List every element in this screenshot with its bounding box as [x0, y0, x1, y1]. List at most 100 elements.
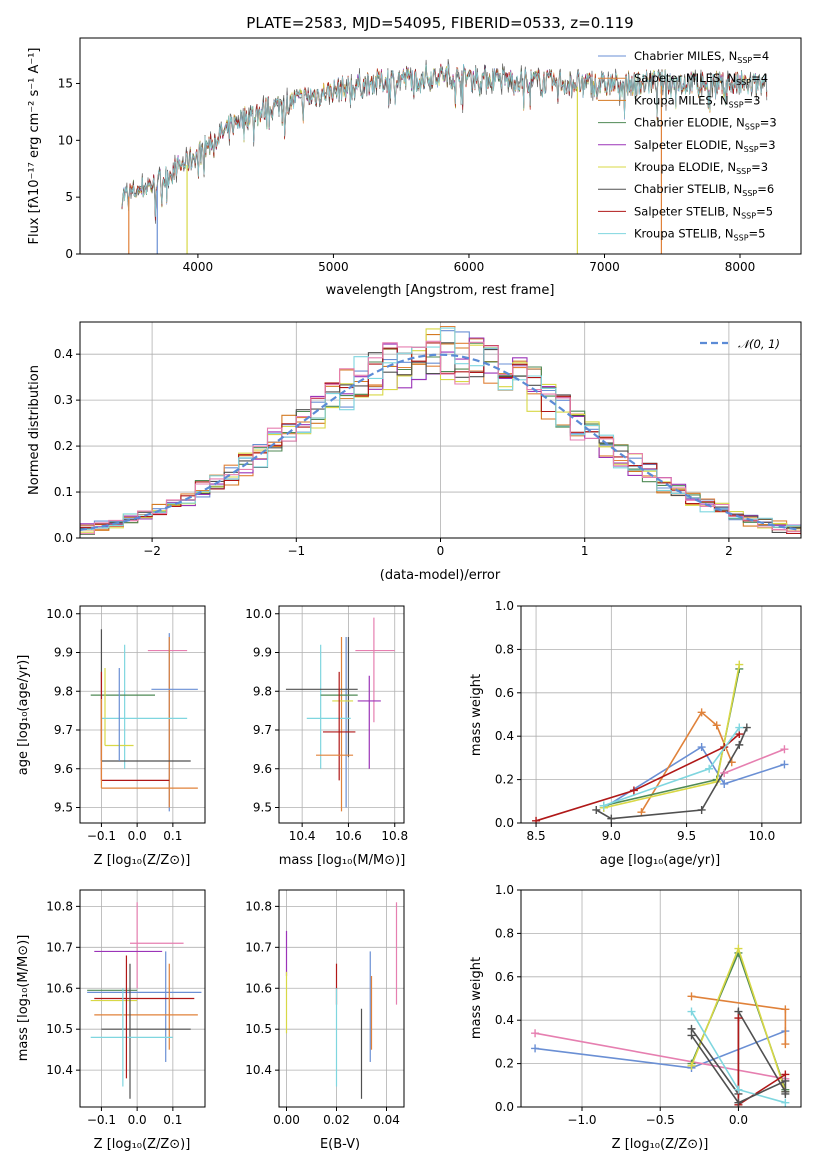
wAge-point-marker [735, 723, 744, 732]
spectrum-xtick-label: 8000 [725, 260, 756, 274]
residuals-frame [79, 321, 802, 539]
ageM-ytick-label: 10.0 [245, 607, 272, 621]
wAge-point-marker [637, 808, 646, 817]
mass-vs-z-panel: Z [log₁₀(Z/Z⊙)] mass [log₁₀(M/M⊙)] −0.1 0… [16, 889, 206, 1152]
residuals-ytick-label: 0.1 [54, 485, 73, 499]
wAge-xtick-label: 9.5 [677, 829, 696, 843]
wZ-series-line [534, 1032, 786, 1080]
legend-label-tail: =5 [756, 204, 773, 218]
mass-vs-ebv-panel: E(B-V) 0.00 0.02 0.04 10.4 10.5 10.6 10.7 10.8 [245, 889, 405, 1152]
wAge-ytick-label: 0.8 [495, 642, 514, 656]
legend-label-main: Salpeter STELIB, N [634, 204, 741, 218]
mE-ytick-label: 10.5 [245, 1022, 272, 1036]
mZ-xtick-label: 0.0 [128, 1113, 147, 1127]
wAge-point-marker [607, 814, 616, 823]
mZ-ytick-label: 10.7 [46, 940, 73, 954]
residuals-xtick-label: −2 [143, 544, 161, 558]
ageM-ytick-label: 9.6 [253, 762, 272, 776]
residuals-ytick-label: 0.2 [54, 439, 73, 453]
wZ-point-marker [781, 1098, 790, 1107]
legend-label-tail: =5 [749, 227, 766, 241]
residuals-xtick-label: 0 [437, 544, 445, 558]
ageM-ytick-label: 9.7 [253, 723, 272, 737]
ageZ-plot-area [90, 629, 198, 812]
residuals-xtick-label: −1 [287, 544, 305, 558]
wAge-series-line [603, 745, 785, 809]
wZ-point-marker [531, 1044, 540, 1053]
legend-label-tail: =3 [744, 93, 761, 107]
legend-label-sub: SSP [736, 78, 751, 87]
age-vs-z-ylabel: age [log₁₀(age/yr)] [16, 655, 31, 776]
wAge-point-marker [697, 708, 706, 717]
legend-label-6: Chabrier STELIB, NSSP=6 [634, 182, 774, 198]
legend-label-main: Kroupa STELIB, N [634, 227, 734, 241]
wZ-plot-area [531, 944, 790, 1107]
spectrum-xtick-label: 4000 [183, 260, 214, 274]
spectrum-series-line [121, 64, 768, 217]
age-vs-mass-panel: mass [log₁₀(M/M⊙)] 10.4 10.6 10.8 9.5 9.6 9.7… [245, 605, 408, 868]
legend-label-tail: =3 [759, 138, 776, 152]
legend-label-4: Salpeter ELODIE, NSSP=3 [634, 138, 776, 154]
spectrum-panel: PLATE=2583, MJD=54095, FIBERID=0533, z=0… [27, 14, 802, 298]
mass-vs-z-ylabel: mass [log₁₀(M/M⊙)] [16, 935, 31, 1062]
legend-label-5: Kroupa ELODIE, NSSP=3 [634, 160, 768, 176]
wAge-point-marker [592, 805, 601, 814]
residuals-ytick-label: 0.4 [54, 347, 73, 361]
wZ-xtick-label: −1.0 [567, 1113, 596, 1127]
legend-label-main: Chabrier STELIB, N [634, 182, 742, 196]
legend-label-sub: SSP [744, 145, 759, 154]
wAge-ytick-label: 0.6 [495, 686, 514, 700]
spectrum-xlabel: wavelength [Angstrom, rest frame] [326, 283, 555, 298]
ageZ-ytick-label: 9.5 [54, 801, 73, 815]
wAge-series-line [723, 748, 785, 774]
residuals-ytick-label: 0.0 [54, 531, 73, 545]
wAge-ytick-label: 1.0 [495, 599, 514, 613]
wZ-series-line [690, 1034, 787, 1104]
wAge-ytick-label: 0.0 [495, 816, 514, 830]
spectrum-plot-area [121, 59, 768, 254]
mE-xtick-label: 0.04 [373, 1113, 400, 1127]
wZ-point-marker [781, 1076, 790, 1085]
gaussian-legend-label: 𝒩(0, 1) [738, 337, 780, 351]
mZ-plot-area [87, 902, 202, 1099]
spectrum-ytick-label: 5 [65, 190, 73, 204]
ageZ-xtick-label: −0.1 [87, 829, 116, 843]
mZ-ytick-label: 10.8 [46, 899, 73, 913]
massweight-vs-z-panel: Z [log₁₀(Z/Z⊙)] mass weight −1.0 −0.5 0.0 0… [469, 883, 802, 1152]
ageM-xtick-label: 10.8 [381, 829, 408, 843]
wAge-point-marker [742, 723, 751, 732]
spectrum-xtick-label: 6000 [454, 260, 485, 274]
spectrum-legend: Chabrier MILES, NSSP=4 Salpeter MILES, NS… [598, 49, 777, 243]
wZ-xtick-label: 0.0 [729, 1113, 748, 1127]
mE-grid [279, 890, 404, 1107]
wAge-grid [521, 605, 801, 824]
ageM-xtick-label: 10.4 [289, 829, 316, 843]
legend-label-1: Salpeter MILES, NSSP=4 [634, 71, 768, 87]
spectrum-title: PLATE=2583, MJD=54095, FIBERID=0533, z=0… [246, 14, 633, 32]
wZ-point-marker [781, 1005, 790, 1014]
legend-label-sub: SSP [729, 100, 744, 109]
wZ-point-marker [734, 1085, 743, 1094]
wAge-point-marker [532, 816, 541, 823]
legend-label-0: Chabrier MILES, NSSP=4 [634, 49, 769, 65]
residuals-xtick-label: 1 [581, 544, 589, 558]
legend-label-main: Kroupa MILES, N [634, 93, 729, 107]
legend-label-2: Kroupa MILES, NSSP=3 [634, 93, 760, 109]
wZ-point-marker [687, 1007, 696, 1016]
wZ-xtick-label: −0.5 [646, 1113, 675, 1127]
mZ-xtick-label: 0.1 [163, 1113, 182, 1127]
wAge-point-marker [705, 764, 714, 773]
legend-label-tail: =4 [752, 49, 769, 63]
wAge-point-marker [735, 660, 744, 669]
residuals-ylabel: Normed distribution [27, 365, 42, 495]
wZ-point-marker [734, 1014, 743, 1023]
massweight-vs-z-ylabel: mass weight [469, 957, 484, 1039]
wZ-point-marker [687, 1031, 696, 1040]
legend-label-sub: SSP [737, 56, 752, 65]
legend-label-sub: SSP [745, 123, 760, 132]
gaussian-curve [80, 353, 801, 531]
wAge-point-marker [697, 805, 706, 814]
legend-label-tail: =3 [751, 160, 768, 174]
mZ-ytick-label: 10.6 [46, 981, 73, 995]
